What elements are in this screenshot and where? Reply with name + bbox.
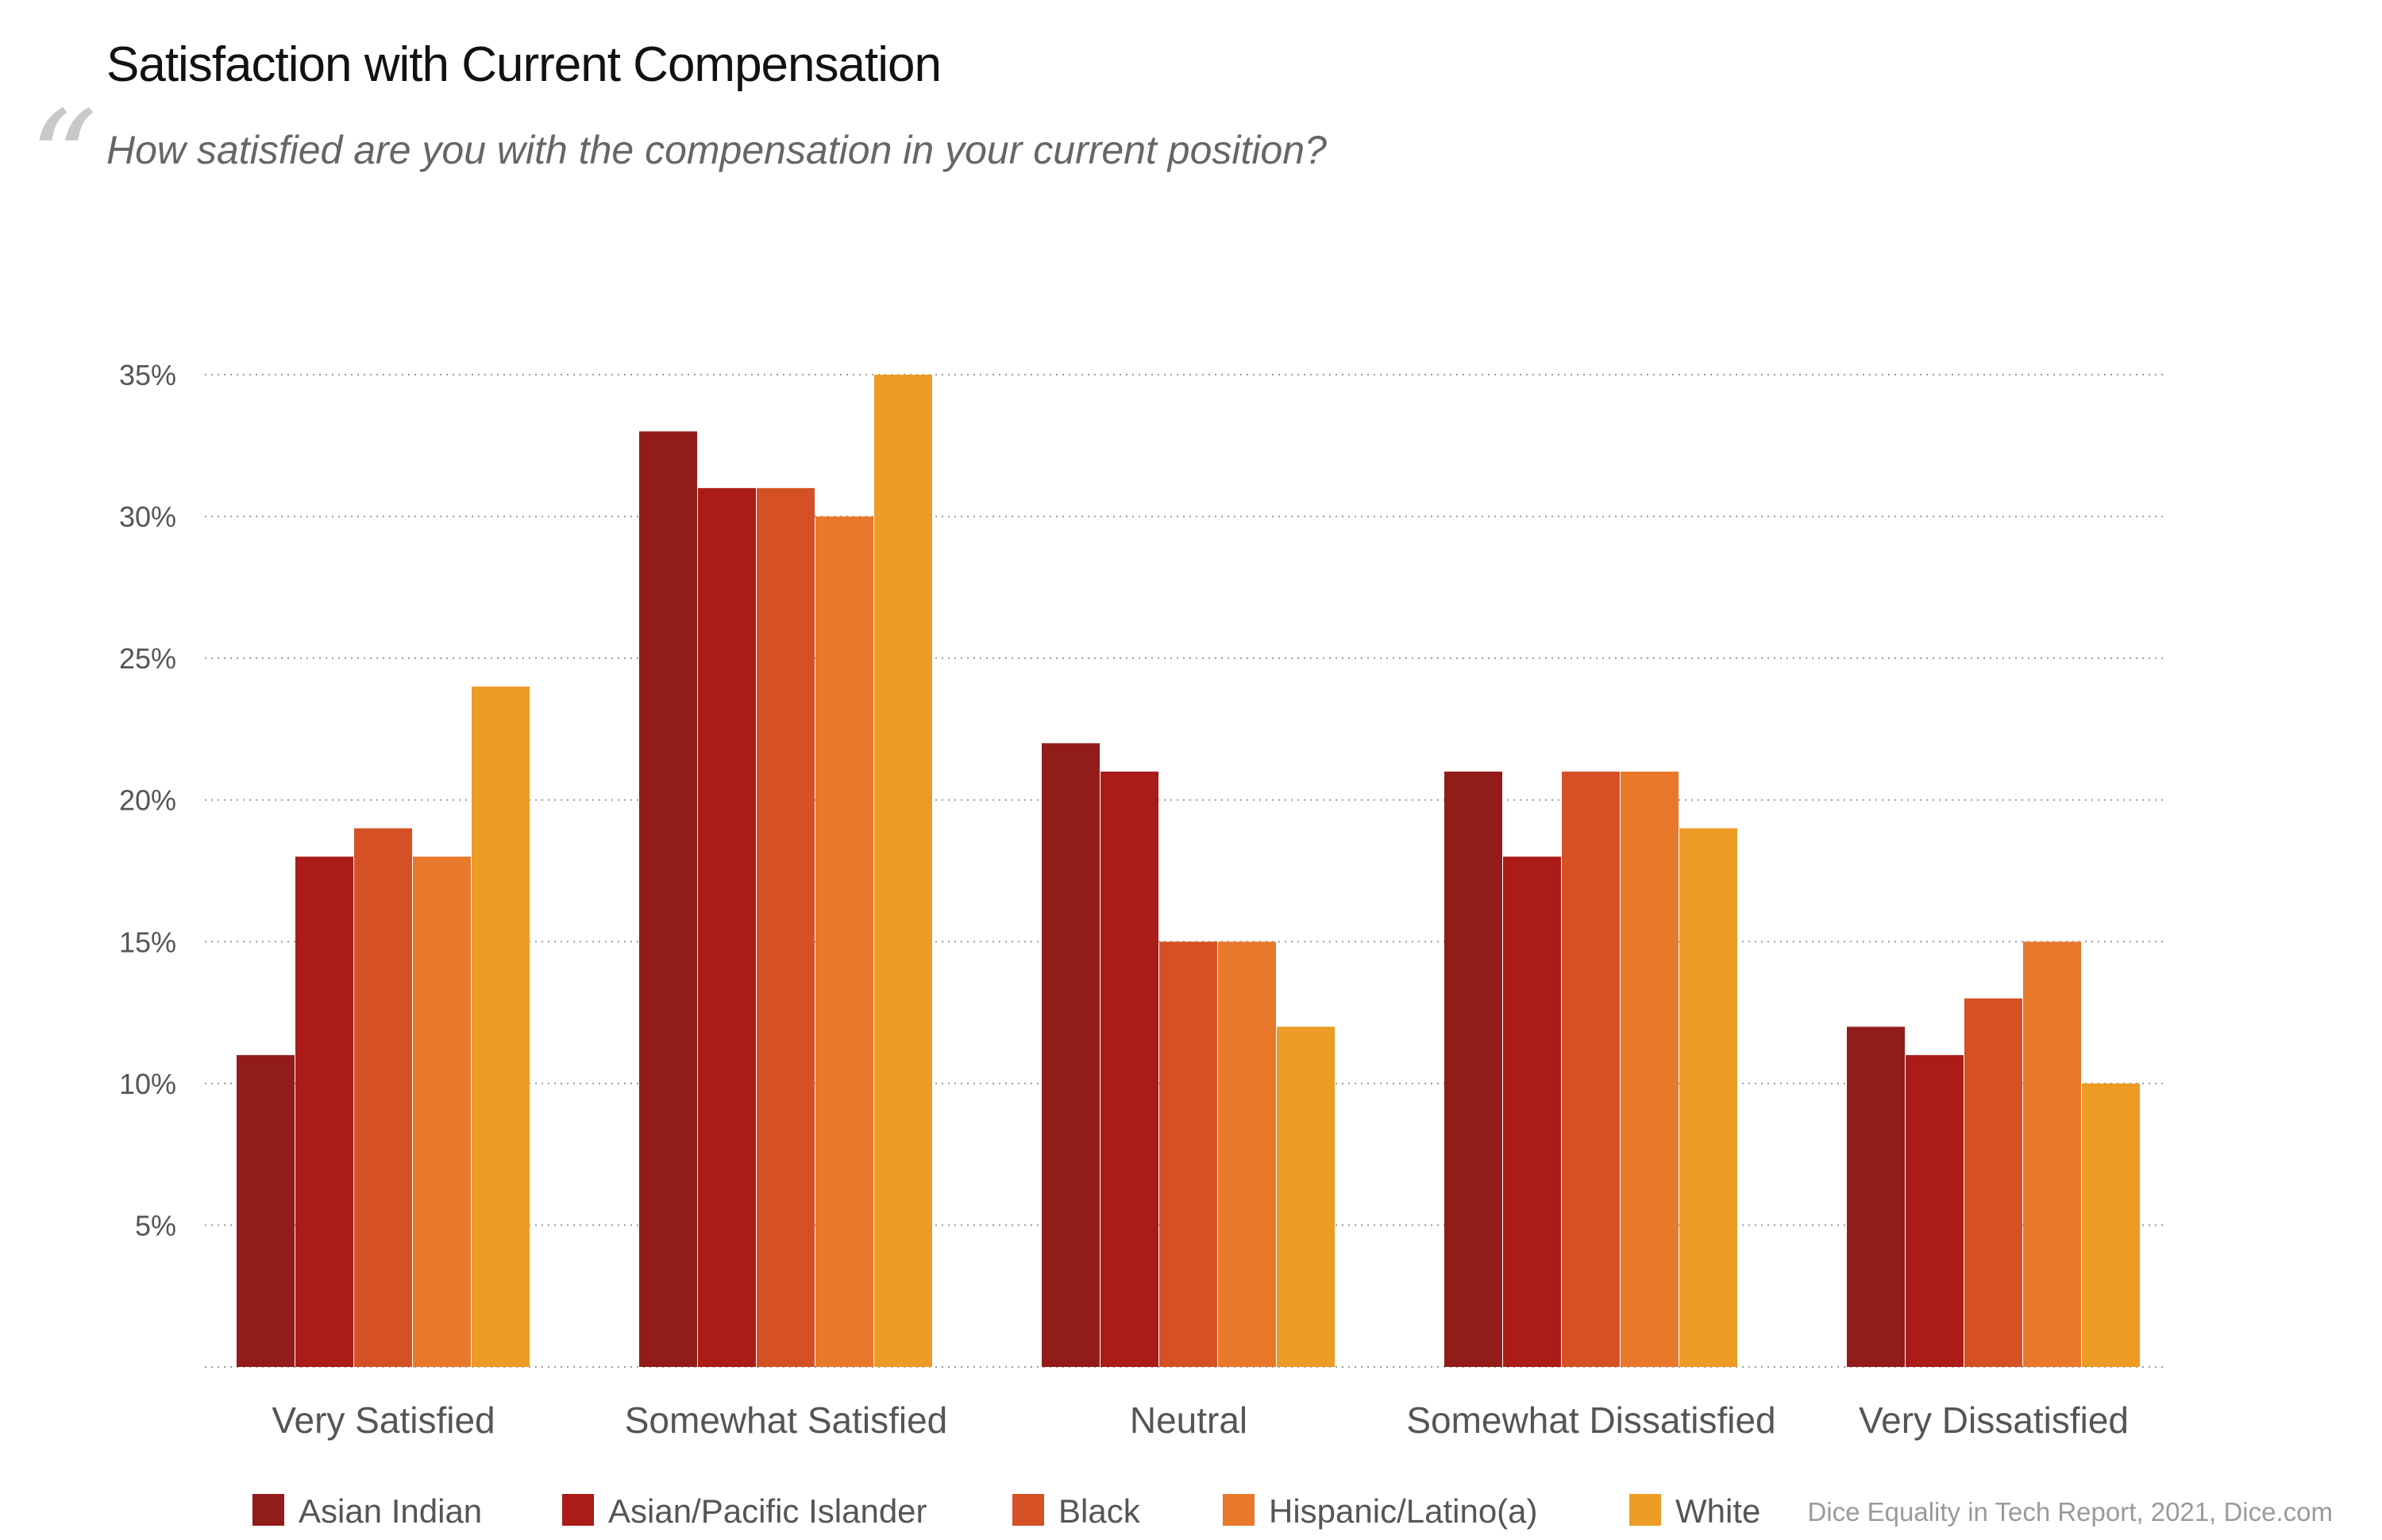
legend-swatch	[562, 1494, 594, 1526]
bar: Hispanic/Latino(a) — Somewhat Satisfied:…	[815, 516, 873, 1367]
legend-swatch	[1012, 1494, 1044, 1526]
bar: Asian/Pacific Islander — Somewhat Dissat…	[1503, 857, 1561, 1367]
y-tick-label: 5%	[135, 1209, 176, 1242]
legend-swatch	[1629, 1494, 1661, 1526]
bar: Asian/Pacific Islander — Somewhat Satisf…	[698, 487, 756, 1367]
bar: Asian/Pacific Islander — Very Dissatisfi…	[1906, 1055, 1964, 1367]
legend-label: Black	[1058, 1492, 1141, 1530]
bar: Asian Indian — Very Dissatisfied: 12%	[1847, 1026, 1905, 1367]
bar: Hispanic/Latino(a) — Very Dissatisfied: …	[2023, 941, 2081, 1367]
y-tick-label: 10%	[119, 1068, 176, 1100]
legend-label: Asian Indian	[299, 1492, 482, 1530]
bars: Asian Indian — Very Satisfied: 11%Asian/…	[237, 375, 2140, 1367]
bar: White — Somewhat Dissatisfied: 19%	[1679, 828, 1737, 1367]
x-tick-label: Somewhat Satisfied	[625, 1399, 948, 1441]
bar: Hispanic/Latino(a) — Neutral: 15%	[1218, 941, 1276, 1367]
legend: Asian Indian Asian/Pacific Islander Black H…	[252, 1492, 1760, 1530]
bar: White — Very Dissatisfied: 10%	[2082, 1083, 2140, 1367]
bar: Asian/Pacific Islander — Neutral: 21%	[1100, 772, 1158, 1367]
y-tick-label: 35%	[119, 359, 176, 391]
chart-title: Satisfaction with Current Compensation	[106, 37, 942, 92]
source-note: Dice Equality in Tech Report, 2021, Dice…	[1807, 1497, 2333, 1527]
x-tick-label: Somewhat Dissatisfied	[1406, 1399, 1775, 1441]
bar: White — Somewhat Satisfied: 35%	[874, 375, 932, 1367]
bar: Black — Somewhat Dissatisfied: 21%	[1562, 772, 1620, 1367]
bar: Black — Somewhat Satisfied: 31%	[757, 487, 815, 1367]
x-tick-label: Very Satisfied	[272, 1399, 495, 1441]
legend-label: Asian/Pacific Islander	[608, 1492, 927, 1530]
bar: Asian Indian — Very Satisfied: 11%	[237, 1055, 295, 1367]
y-tick-label: 30%	[119, 501, 176, 533]
y-tick-label: 15%	[119, 926, 176, 958]
y-tick-label: 25%	[119, 642, 176, 675]
x-axis: Very Satisfied Somewhat Satisfied Neutral S…	[272, 1399, 2129, 1441]
bar: Asian/Pacific Islander — Very Satisfied:…	[295, 857, 353, 1367]
bar: Black — Very Dissatisfied: 13%	[1964, 998, 2022, 1367]
y-axis: 5% 10% 15% 20% 25% 30% 35%	[119, 359, 176, 1242]
bar: White — Neutral: 12%	[1277, 1026, 1335, 1367]
bar: Asian Indian — Somewhat Satisfied: 33%	[639, 431, 697, 1367]
legend-swatch	[252, 1494, 284, 1526]
legend-swatch	[1223, 1494, 1255, 1526]
bar: Asian Indian — Somewhat Dissatisfied: 21…	[1444, 772, 1502, 1367]
bar: Asian Indian — Neutral: 22%	[1042, 743, 1100, 1367]
legend-label: White	[1675, 1492, 1760, 1530]
y-tick-label: 20%	[119, 784, 176, 817]
quote-icon: “	[29, 83, 98, 240]
bar: Hispanic/Latino(a) — Somewhat Dissatisfi…	[1621, 772, 1679, 1367]
bar: White — Very Satisfied: 24%	[472, 686, 530, 1367]
bar: Black — Neutral: 15%	[1159, 941, 1217, 1367]
legend-label: Hispanic/Latino(a)	[1269, 1492, 1538, 1530]
bar: Black — Very Satisfied: 19%	[354, 828, 412, 1367]
x-tick-label: Very Dissatisfied	[1859, 1399, 2129, 1441]
bar: Hispanic/Latino(a) — Very Satisfied: 18%	[413, 857, 471, 1367]
chart-subtitle: How satisfied are you with the compensat…	[106, 128, 1327, 172]
x-tick-label: Neutral	[1130, 1399, 1247, 1441]
